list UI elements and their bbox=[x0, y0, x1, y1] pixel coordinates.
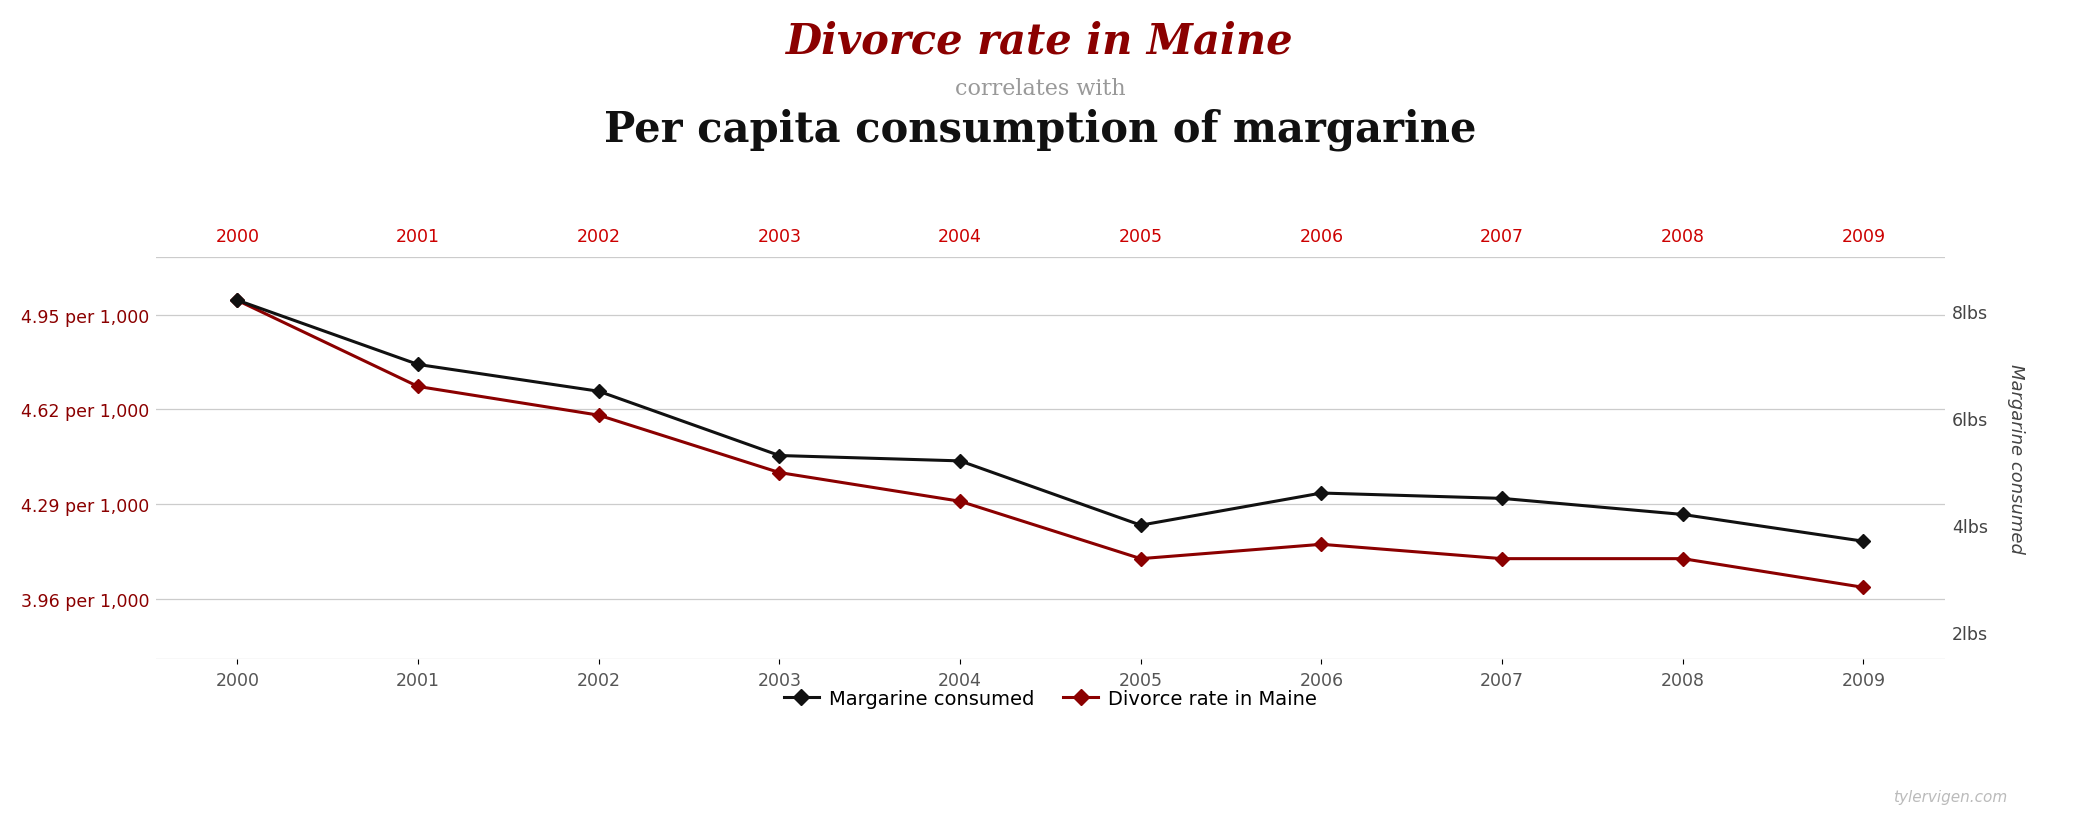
Margarine consumed bbox=[225, 296, 250, 305]
Divorce rate in Maine bbox=[1670, 554, 1695, 564]
Divorce rate in Maine bbox=[948, 496, 973, 506]
Divorce rate in Maine bbox=[587, 411, 612, 421]
Y-axis label: Margarine consumed: Margarine consumed bbox=[2007, 364, 2026, 554]
Line: Divorce rate in Maine: Divorce rate in Maine bbox=[233, 296, 1868, 592]
Line: Margarine consumed: Margarine consumed bbox=[233, 296, 1868, 546]
Margarine consumed bbox=[1127, 521, 1152, 531]
Margarine consumed bbox=[406, 360, 431, 370]
Divorce rate in Maine bbox=[1127, 554, 1152, 564]
Y-axis label: Divorce rate in Maine: Divorce rate in Maine bbox=[0, 362, 4, 555]
Margarine consumed bbox=[1308, 488, 1333, 498]
Divorce rate in Maine bbox=[1308, 540, 1333, 550]
Text: Divorce rate in Maine: Divorce rate in Maine bbox=[786, 20, 1294, 62]
Text: tylervigen.com: tylervigen.com bbox=[1893, 790, 2007, 804]
Divorce rate in Maine bbox=[406, 382, 431, 392]
Margarine consumed bbox=[768, 451, 792, 461]
Margarine consumed bbox=[1489, 494, 1514, 504]
Divorce rate in Maine bbox=[1851, 583, 1876, 593]
Divorce rate in Maine bbox=[1489, 554, 1514, 564]
Divorce rate in Maine bbox=[768, 468, 792, 478]
Legend: Margarine consumed, Divorce rate in Maine: Margarine consumed, Divorce rate in Main… bbox=[776, 681, 1325, 716]
Text: correlates with: correlates with bbox=[955, 78, 1125, 100]
Text: Per capita consumption of margarine: Per capita consumption of margarine bbox=[603, 108, 1477, 151]
Margarine consumed bbox=[1851, 536, 1876, 546]
Margarine consumed bbox=[587, 387, 612, 396]
Margarine consumed bbox=[1670, 510, 1695, 520]
Divorce rate in Maine bbox=[225, 296, 250, 305]
Margarine consumed bbox=[948, 456, 973, 466]
